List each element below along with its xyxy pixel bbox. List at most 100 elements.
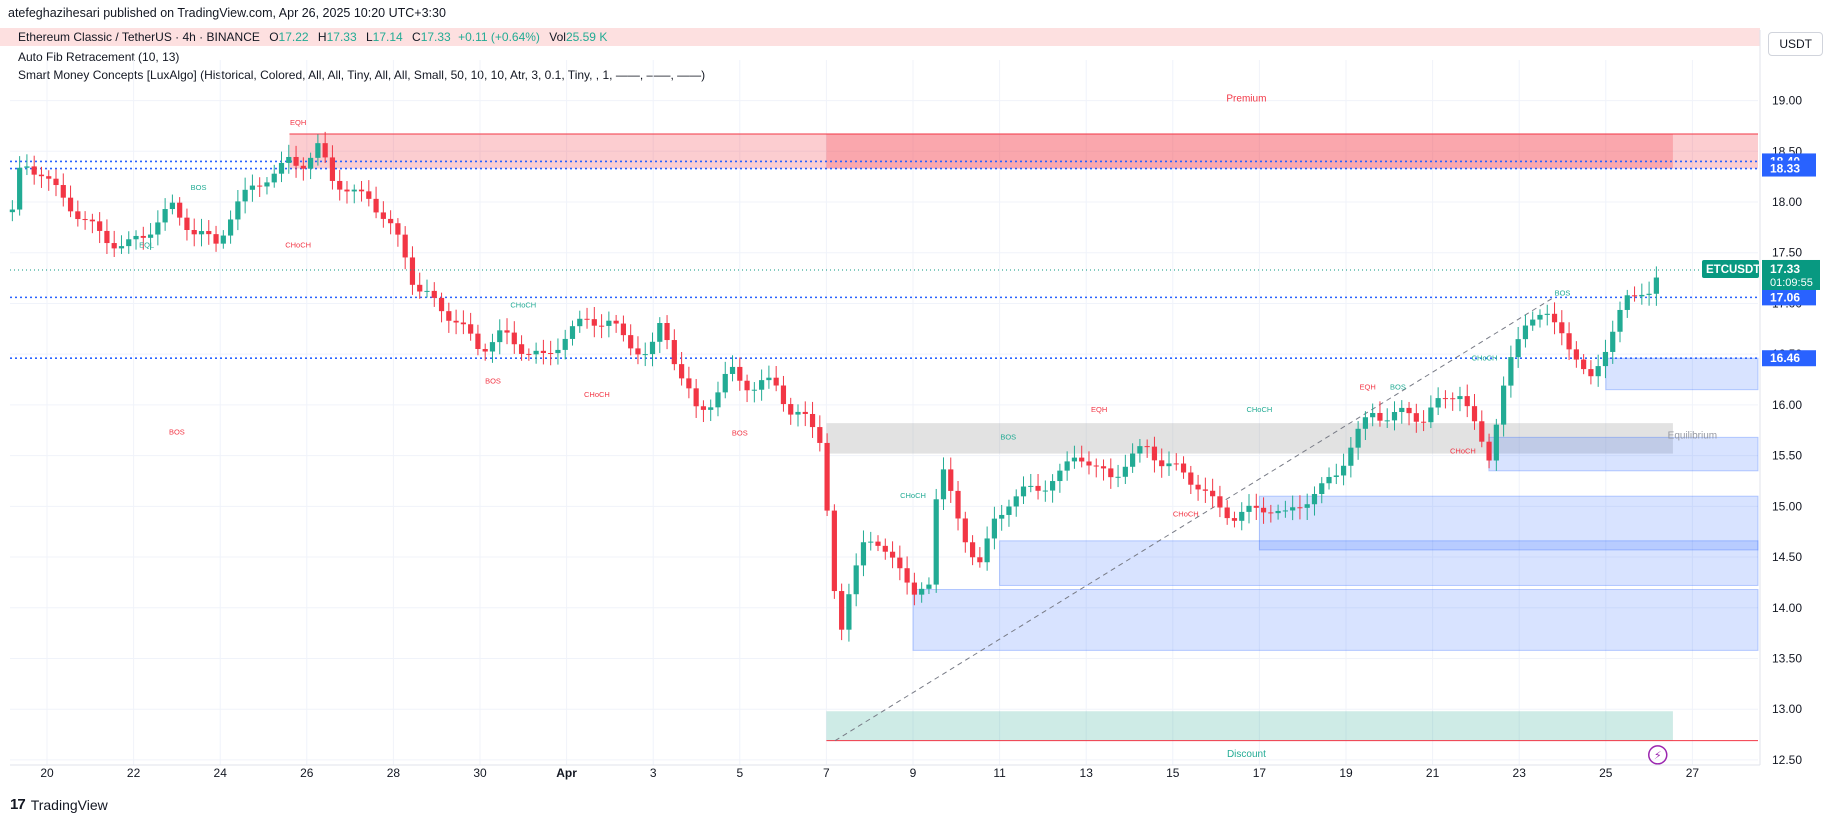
structure-label: BOS	[1390, 383, 1406, 392]
structure-label: EQL	[139, 241, 154, 250]
candle-body	[322, 143, 328, 158]
candle-body	[89, 219, 95, 222]
candle-body	[1115, 476, 1121, 478]
x-tick-label: 30	[473, 766, 487, 780]
candle-body	[737, 366, 743, 381]
candle-body	[1180, 463, 1187, 473]
structure-label: Discount	[1227, 749, 1266, 760]
candle-body	[1566, 333, 1572, 350]
candle-body	[729, 366, 736, 374]
candle-body	[555, 349, 561, 354]
candle-body	[693, 388, 699, 407]
candle-body	[1348, 447, 1354, 466]
candle-body	[824, 442, 830, 511]
candle-body	[184, 217, 190, 231]
tradingview-brand: 17 TradingView	[10, 796, 108, 813]
price-tag-box	[1762, 160, 1816, 177]
candle-body	[1581, 359, 1587, 370]
candle-body	[962, 518, 968, 543]
candle-body	[337, 180, 343, 190]
candle-body	[497, 330, 503, 343]
candle-body	[1173, 463, 1179, 465]
candle-body	[264, 182, 270, 187]
x-tick-label: 15	[1166, 766, 1180, 780]
y-tick-label: 13.50	[1772, 651, 1802, 665]
candle-body	[933, 499, 939, 585]
y-tick-label: 17.50	[1772, 246, 1802, 260]
candle-body	[715, 392, 721, 408]
candle-body	[380, 212, 386, 219]
candle-body	[940, 469, 947, 500]
candle-body	[1595, 366, 1601, 377]
candle-body	[1159, 460, 1165, 467]
candle-body	[366, 191, 372, 199]
candle-body	[489, 342, 496, 352]
symbol-legend-row[interactable]: Ethereum Classic / TetherUS · 4h · BINAN…	[0, 28, 1760, 46]
candle-body	[526, 353, 532, 355]
candle-body	[155, 222, 161, 235]
candle-body	[227, 219, 234, 236]
candle-body	[1428, 407, 1434, 423]
open-value: 17.22	[278, 30, 309, 44]
candle-body	[1122, 466, 1128, 477]
change-value: +0.11 (+0.64%)	[458, 30, 540, 44]
candle-body	[1239, 511, 1245, 521]
candle-body	[831, 510, 837, 592]
candle-body	[1588, 369, 1594, 377]
candle-body	[511, 332, 517, 345]
candle-body	[1573, 349, 1579, 360]
x-tick-label: Apr	[556, 766, 577, 780]
candle-body	[780, 385, 787, 405]
structure-label: CHoCH	[1450, 447, 1476, 456]
y-tick-label: 13.00	[1772, 702, 1802, 716]
candle-body	[60, 185, 66, 198]
candle-body	[1406, 407, 1412, 414]
candle-body	[286, 156, 292, 163]
indicator-fib-legend[interactable]: Auto Fib Retracement (10, 13)	[18, 50, 180, 64]
candle-body	[1093, 465, 1099, 467]
candle-body	[206, 231, 212, 235]
candle-body	[271, 173, 277, 183]
volume-key: Vol	[549, 30, 566, 44]
candle-body	[53, 178, 59, 186]
indicator-smc-legend[interactable]: Smart Money Concepts [LuxAlgo] (Historic…	[18, 68, 706, 82]
candle-body	[46, 176, 52, 179]
candle-body	[846, 594, 852, 630]
candle-body	[1457, 396, 1463, 400]
candle-body	[147, 234, 154, 238]
y-tick-label: 14.50	[1772, 550, 1802, 564]
candle-body	[1646, 293, 1652, 295]
candle-body	[1035, 485, 1041, 491]
candle-body	[1086, 461, 1092, 466]
volume-value: 25.59 K	[565, 30, 608, 44]
candle-body	[446, 311, 452, 321]
candle-body	[1602, 351, 1609, 367]
candle-body	[679, 364, 685, 379]
countdown-label: 01:09:55	[1770, 277, 1813, 289]
x-tick-label: 7	[823, 766, 830, 780]
publisher-line: atefeghazihesari published on TradingVie…	[8, 6, 446, 20]
candle-body	[1108, 468, 1114, 478]
x-tick-label: 27	[1686, 766, 1700, 780]
candle-body	[1471, 406, 1478, 422]
x-tick-label: 21	[1426, 766, 1440, 780]
currency-selector[interactable]: USDT	[1768, 32, 1823, 56]
x-tick-label: 26	[300, 766, 314, 780]
fib-trend-line	[834, 296, 1555, 742]
candle-body	[889, 551, 896, 558]
candle-body	[169, 202, 175, 210]
candle-body	[504, 330, 510, 333]
candle-body	[351, 189, 357, 192]
equilibrium-zone	[826, 423, 1673, 454]
candle-body	[1195, 484, 1201, 490]
candle-body	[104, 230, 110, 244]
candle-body	[868, 541, 874, 543]
candle-body	[1559, 322, 1565, 334]
price-tag-box	[1762, 350, 1816, 367]
candle-body	[1399, 407, 1405, 413]
high-value: 17.33	[326, 30, 357, 44]
candle-body	[482, 348, 488, 352]
candle-body	[948, 469, 954, 491]
candle-body	[562, 338, 568, 350]
